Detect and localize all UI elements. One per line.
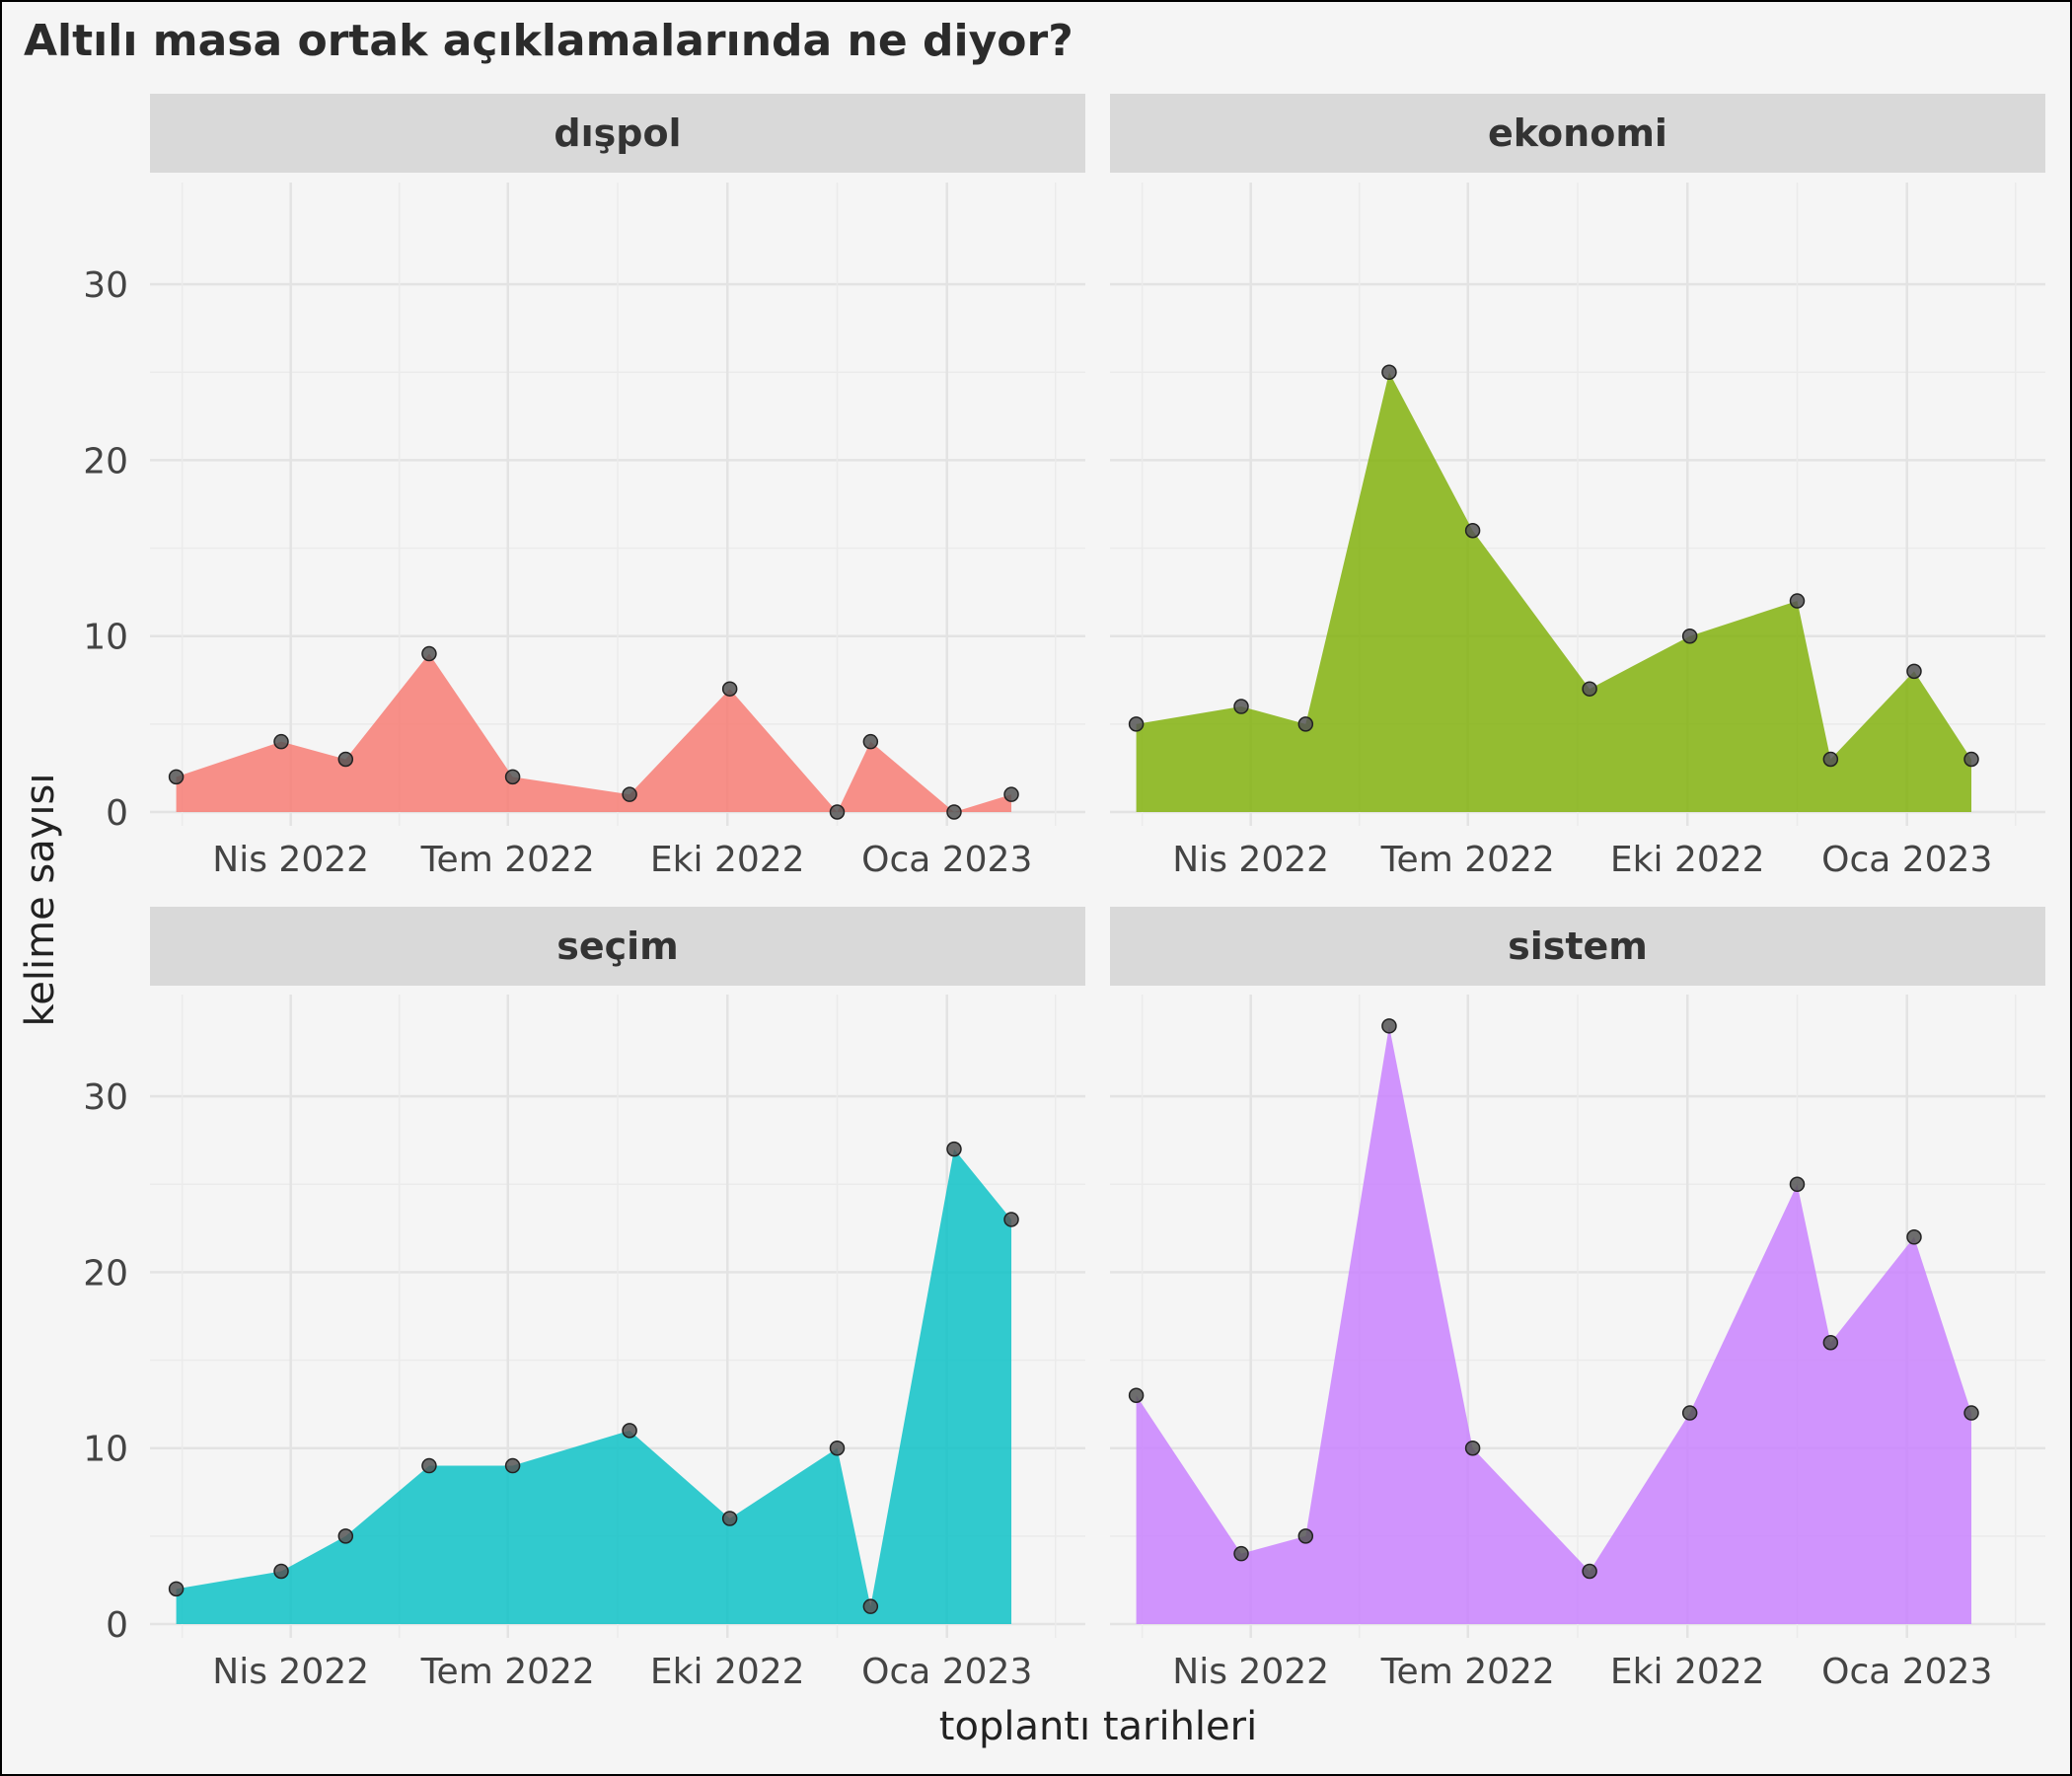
facet-strip-label: sistem — [1508, 925, 1648, 968]
y-axis-title: kelime sayısı — [18, 774, 63, 1027]
x-tick-label: Nis 2022 — [1172, 1652, 1329, 1692]
data-point — [1789, 1176, 1806, 1193]
data-point — [504, 1457, 521, 1474]
x-tick-label: Tem 2022 — [1380, 840, 1555, 880]
x-axis-title: toplantı tarihleri — [939, 1704, 1257, 1749]
data-point — [1789, 593, 1806, 609]
data-point — [1906, 663, 1922, 680]
data-point — [1681, 628, 1698, 644]
facet-strip — [150, 94, 1085, 173]
data-point — [1003, 1212, 1019, 1227]
x-tick-label: Eki 2022 — [650, 840, 805, 880]
data-point — [1381, 364, 1397, 381]
data-point — [504, 769, 521, 785]
data-point — [622, 1423, 637, 1439]
data-point — [1963, 1405, 1979, 1421]
y-tick-label: 0 — [106, 1605, 128, 1646]
x-tick-label: Tem 2022 — [1380, 1652, 1555, 1692]
data-point — [1233, 699, 1249, 714]
data-point — [421, 1457, 437, 1474]
data-point — [1681, 1405, 1698, 1421]
area-series — [176, 1148, 1012, 1624]
facet-strip-label: seçim — [556, 925, 679, 968]
data-point — [421, 645, 437, 662]
facet-panel-1: ekonomi Nis 2022 Tem 2022 Eki 2022 Oca 2023 — [1110, 94, 2045, 880]
x-tick-label: Eki 2022 — [1610, 1652, 1765, 1692]
data-point — [168, 769, 185, 785]
data-point — [1906, 1229, 1922, 1245]
data-point — [1582, 1563, 1597, 1580]
x-tick-label: Oca 2023 — [861, 840, 1032, 880]
data-point — [829, 1440, 846, 1456]
data-point — [721, 681, 738, 697]
data-point — [1963, 751, 1979, 768]
x-tick-label: Oca 2023 — [1821, 840, 1992, 880]
x-tick-label: Nis 2022 — [1172, 840, 1329, 880]
data-point — [1128, 1387, 1145, 1403]
facet-panel-2: seçim 0 10 20 30 Nis 2022 Tem 2022 Eki 2022 Oca … — [83, 907, 1085, 1692]
data-point — [862, 1598, 879, 1614]
data-point — [1464, 522, 1481, 539]
data-point — [1003, 786, 1019, 802]
x-tick-label: Nis 2022 — [212, 840, 369, 880]
data-point — [337, 751, 354, 768]
facet-strip — [150, 907, 1085, 986]
data-point — [946, 1141, 962, 1157]
data-point — [622, 786, 637, 802]
data-point — [273, 733, 289, 750]
area-series — [176, 653, 1012, 812]
area-series — [1136, 372, 1972, 812]
chart-title: Altılı masa ortak açıklamalarında ne diy… — [24, 16, 1073, 66]
y-tick-label: 20 — [83, 1253, 128, 1294]
y-tick-label: 0 — [106, 793, 128, 834]
y-tick-label: 10 — [83, 618, 128, 658]
facet-strip — [1110, 907, 2045, 986]
facet-panel-3: sistem Nis 2022 Tem 2022 Eki 2022 Oca 2023 — [1110, 907, 2045, 1692]
facet-strip-label: dışpol — [554, 111, 681, 155]
x-tick-label: Nis 2022 — [212, 1652, 369, 1692]
data-point — [1822, 1334, 1839, 1351]
data-point — [1297, 716, 1314, 732]
area-series — [1136, 1025, 1972, 1624]
facet-strip — [1110, 94, 2045, 173]
data-point — [273, 1563, 289, 1580]
facet-strip-label: ekonomi — [1488, 111, 1667, 155]
x-tick-label: Eki 2022 — [650, 1652, 805, 1692]
data-point — [1233, 1545, 1249, 1562]
x-tick-label: Oca 2023 — [1821, 1652, 1992, 1692]
data-point — [946, 804, 962, 820]
data-point — [1464, 1440, 1481, 1456]
facet-panel-0: dışpol 0 10 20 30 Nis 2022 Tem 2022 Eki 2022 Oca… — [83, 94, 1085, 880]
y-tick-label: 30 — [83, 265, 128, 306]
x-tick-label: Tem 2022 — [420, 840, 595, 880]
data-point — [862, 733, 879, 750]
data-point — [1822, 751, 1839, 768]
data-point — [337, 1528, 354, 1544]
x-tick-label: Oca 2023 — [861, 1652, 1032, 1692]
y-tick-label: 30 — [83, 1077, 128, 1118]
data-point — [1128, 716, 1145, 732]
data-point — [1297, 1528, 1314, 1544]
y-tick-label: 10 — [83, 1430, 128, 1470]
x-tick-label: Eki 2022 — [1610, 840, 1765, 880]
x-tick-label: Tem 2022 — [420, 1652, 595, 1692]
y-tick-label: 20 — [83, 441, 128, 481]
data-point — [168, 1581, 185, 1597]
data-point — [829, 804, 846, 820]
data-point — [721, 1511, 738, 1526]
data-point — [1582, 681, 1597, 697]
data-point — [1381, 1018, 1397, 1034]
